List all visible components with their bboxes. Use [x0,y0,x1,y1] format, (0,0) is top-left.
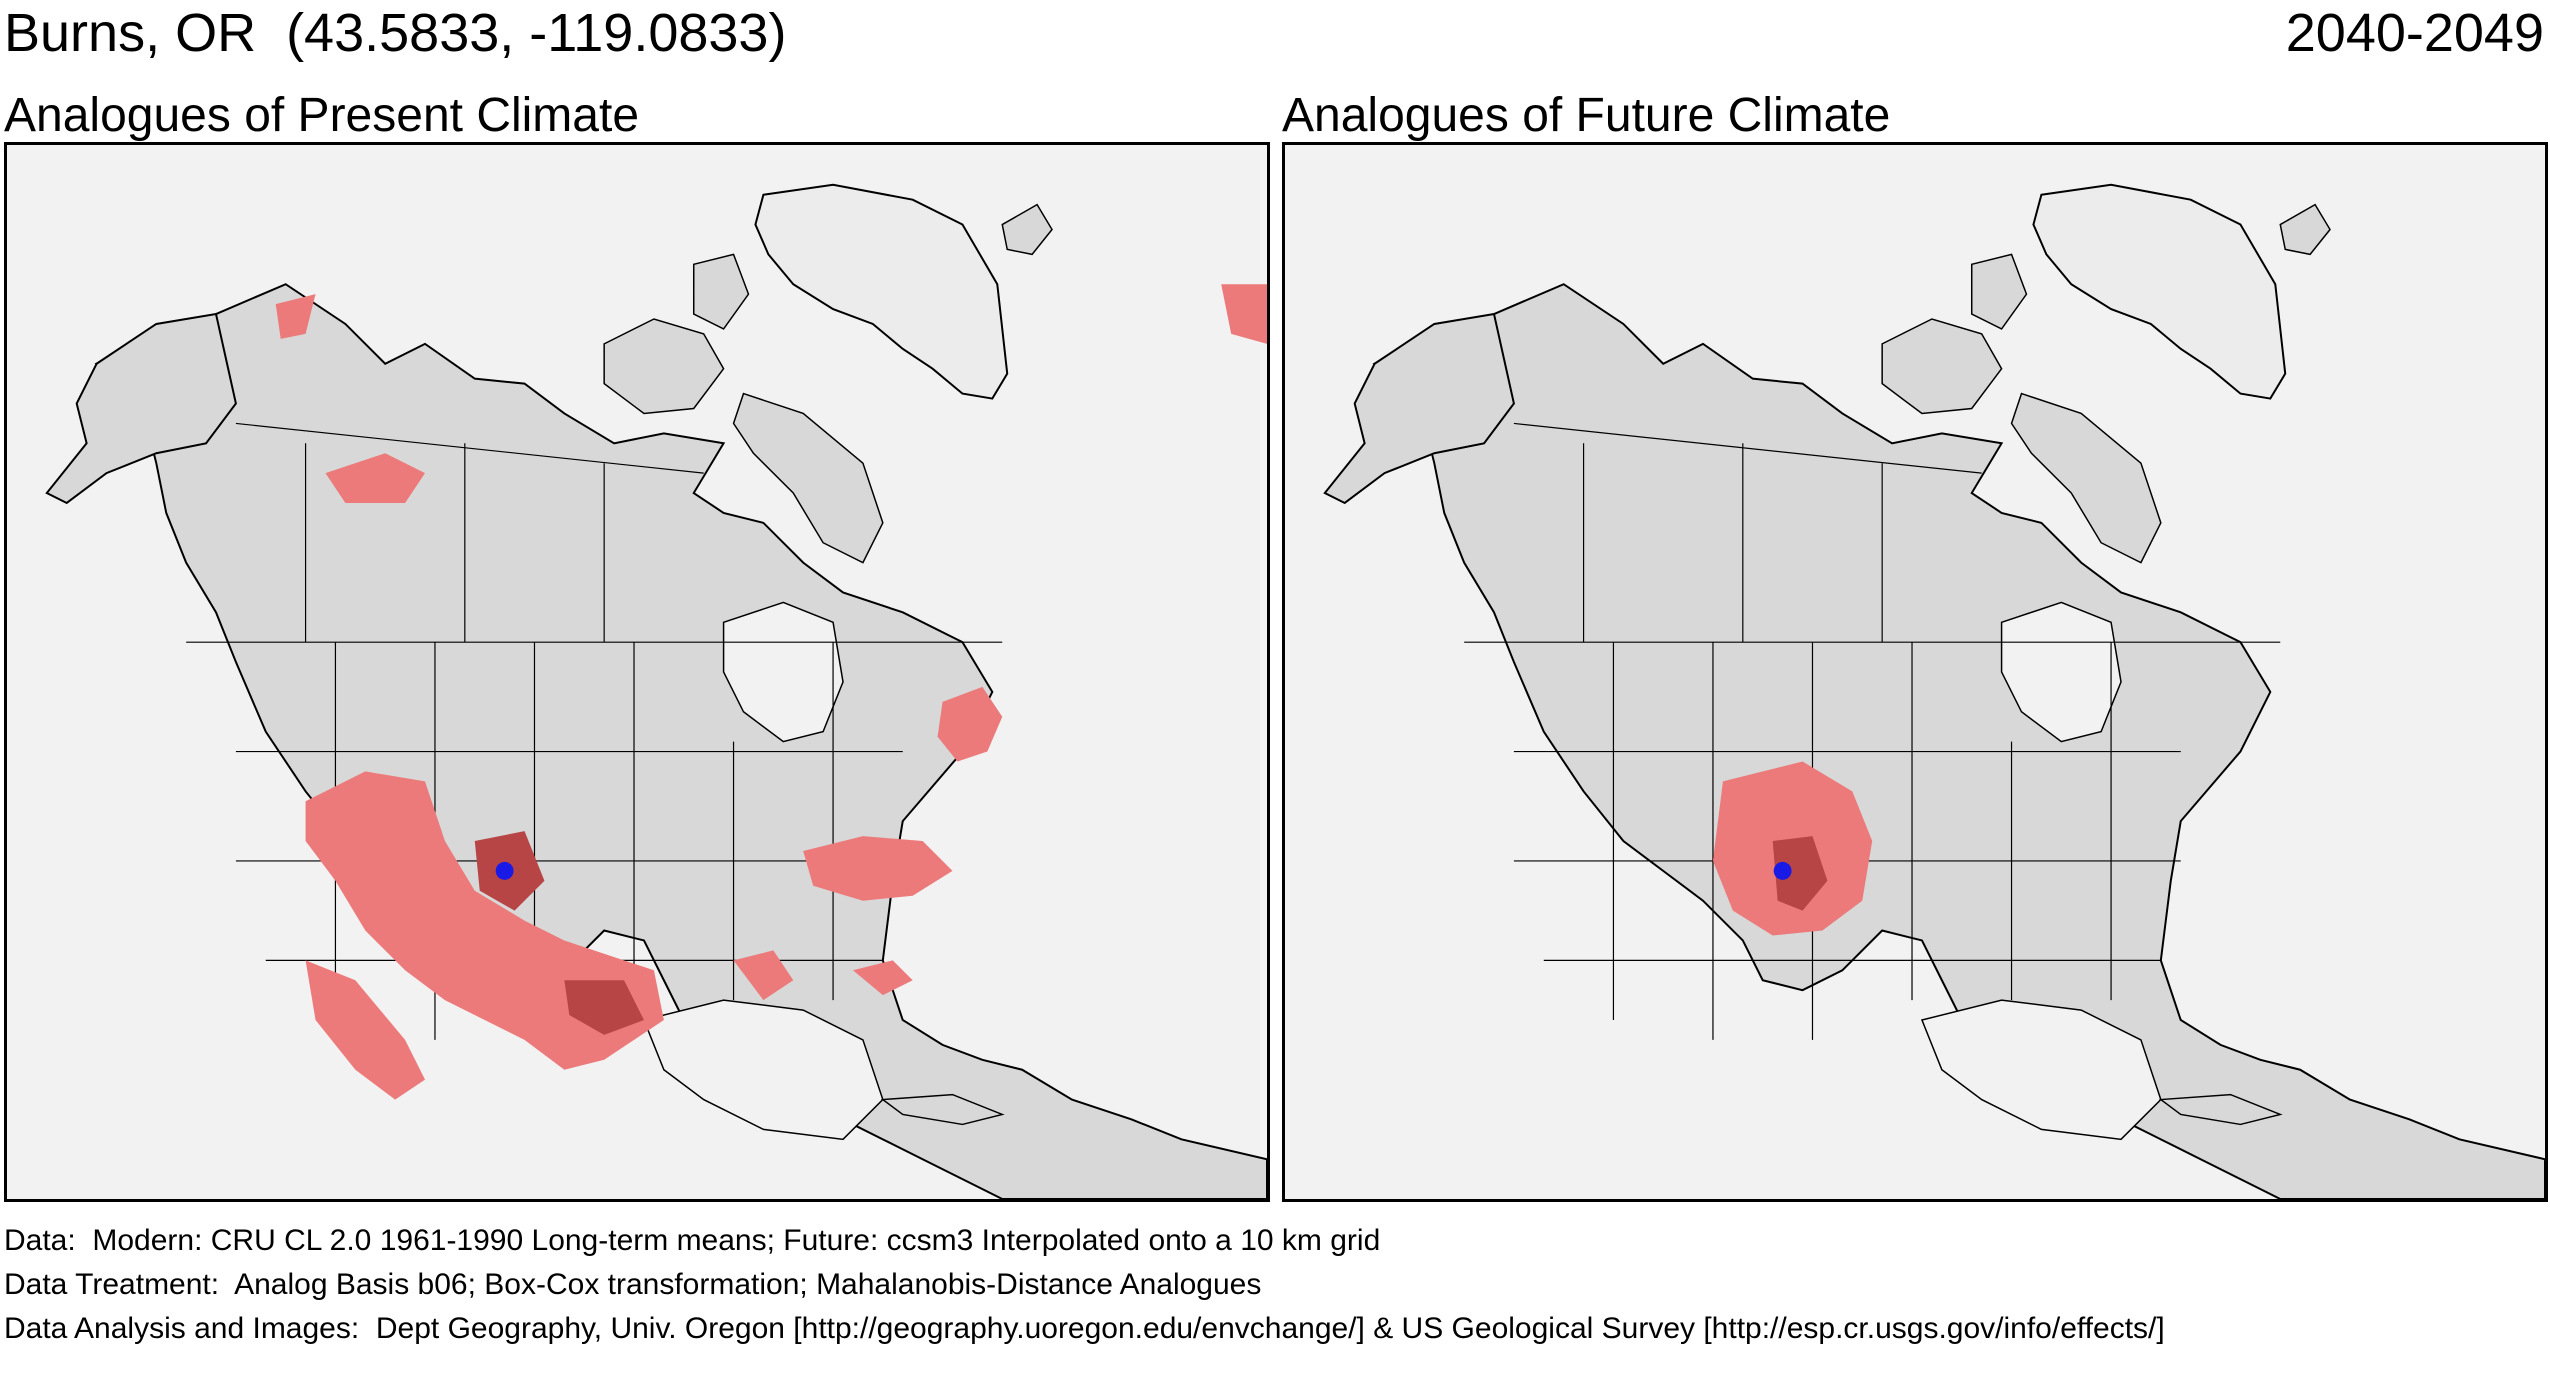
baffin-island [2010,392,2162,564]
analogue-area [733,950,794,1001]
footer-treatment: Data Treatment: Analog Basis b06; Box-Co… [4,1268,1262,1301]
alaska-land [45,312,237,505]
cuba [880,1093,1005,1126]
hudson-bay [2000,601,2122,743]
arctic-island [1970,253,2028,330]
greenland [2032,183,2287,400]
analogue-area [275,294,316,339]
footer-analysis: Data Analysis and Images: Dept Geography… [4,1312,2165,1345]
gulf-of-mexico [642,999,884,1141]
analogue-area [305,960,426,1100]
arctic-island [1001,203,1053,256]
analogue-area-core [1772,836,1828,911]
cuba [2158,1093,2283,1126]
period-title: 2040-2049 [2285,3,2544,63]
arctic-island [692,253,750,330]
analogue-area [937,686,1003,762]
baffin-island [732,392,884,564]
arctic-island [2279,203,2331,256]
footer-data: Data: Modern: CRU CL 2.0 1961-1990 Long-… [4,1224,1381,1257]
arctic-island [603,318,725,415]
present-climate-map [4,142,1270,1202]
analogue-area [852,960,913,996]
site-marker [495,861,514,880]
future-climate-map [1282,142,2548,1202]
gulf-of-mexico [1920,999,2162,1141]
site-marker [1773,861,1792,880]
future-panel-label: Analogues of Future Climate [1282,89,1891,142]
present-panel-label: Analogues of Present Climate [4,89,640,142]
political-borders [1464,422,2281,1040]
greenland [754,183,1009,400]
analogue-area [325,453,426,503]
analogue-area [803,836,953,901]
analogue-area-core [564,980,644,1035]
present-analogue-areas [275,284,1267,1100]
alaska-land [1323,312,1515,505]
location-title: Burns, OR (43.5833, -119.0833) [4,3,787,63]
analogue-area [1221,284,1267,344]
arctic-island [1881,318,2003,415]
hudson-bay [722,601,844,743]
future-analogue-areas [1712,761,1873,936]
